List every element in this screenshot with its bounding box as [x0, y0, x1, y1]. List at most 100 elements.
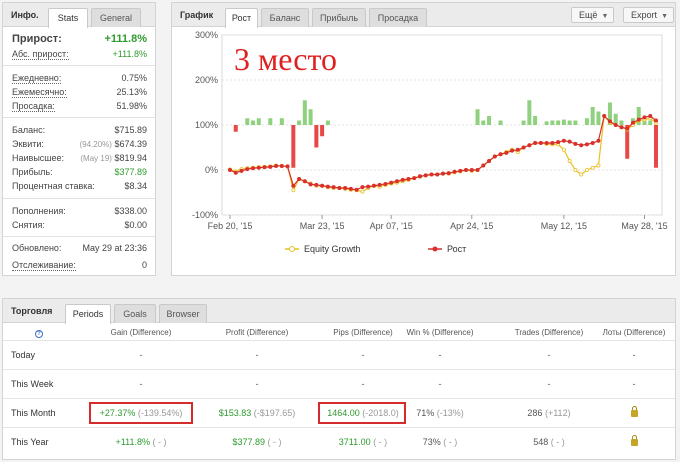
chart-grid [221, 34, 663, 216]
profit-value: $153.83 [218, 408, 252, 418]
growth-bar [302, 100, 307, 125]
tab-stats[interactable]: Stats [48, 8, 88, 28]
growth-point [285, 164, 290, 169]
growth-bar [590, 107, 595, 125]
interest-label: Процентная ставка: [12, 181, 95, 191]
help-icon[interactable]: ? [35, 330, 43, 338]
growth-point [527, 143, 532, 148]
lock-icon[interactable] [630, 435, 638, 446]
col-profit[interactable]: Profit (Difference) [225, 328, 289, 337]
col-win[interactable]: Win % (Difference) [406, 328, 474, 337]
abs-gain-label[interactable]: Абс. прирост: [12, 49, 69, 60]
chevron-down-icon: ▼ [661, 13, 669, 20]
profit-label: Прибыль: [12, 167, 53, 177]
gain-value: - [139, 379, 143, 389]
growth-point [251, 166, 256, 171]
growth-point [607, 119, 612, 124]
withdrawals-label: Снятия: [12, 220, 45, 230]
growth-point [274, 163, 279, 168]
updated-label: Обновлено: [12, 243, 62, 253]
trades-value: - [547, 379, 551, 389]
profit-cell: $377.89 ( - ) [207, 437, 307, 447]
tab-profit[interactable]: Прибыль [312, 8, 366, 27]
growth-point [366, 184, 371, 189]
tab-general[interactable]: General [91, 8, 141, 27]
daily-label[interactable]: Ежедневно: [12, 73, 62, 84]
growth-bar [648, 120, 653, 125]
trades-cell: - [499, 350, 599, 360]
trades-cell: - [499, 379, 599, 389]
y-tick-label: 200% [195, 75, 218, 85]
growth-point [314, 182, 319, 187]
growth-point [602, 114, 607, 119]
growth-point [469, 167, 474, 172]
growth-bar [544, 121, 549, 125]
drawdown-label[interactable]: Просадка: [12, 101, 55, 112]
growth-point [268, 164, 273, 169]
growth-bar [487, 116, 492, 125]
period-row-today: Today - - - - - - [3, 340, 675, 369]
pips-cell: - [313, 379, 413, 389]
tab-growth[interactable]: Рост [225, 8, 258, 28]
monthly-label[interactable]: Ежемесячно: [12, 87, 67, 98]
equity-growth-point [596, 163, 601, 168]
balance-label: Баланс: [12, 125, 46, 135]
growth-point [406, 176, 411, 181]
growth-point [573, 141, 578, 146]
gain-row: Прирост: +111.8% [12, 33, 147, 47]
growth-point [630, 120, 635, 125]
tab-goals[interactable]: Goals [114, 304, 156, 323]
growth-point [429, 172, 434, 177]
legend-equity[interactable]: Equity Growth [285, 244, 361, 254]
gain-cell: +27.37% (-139.54%) [91, 408, 191, 418]
highest-date: (May 19) [80, 154, 112, 163]
legend-equity-label: Equity Growth [304, 244, 361, 254]
export-dropdown[interactable]: Export ▼ [623, 7, 675, 23]
equity-growth-point [584, 167, 589, 172]
gain-value: +111.8% [115, 437, 150, 447]
profit-cell: $153.83 (-$197.65) [207, 408, 307, 418]
deposits-label: Пополнения: [12, 206, 66, 216]
chart-panel: График Рост Баланс Прибыль Просадка Ещё ▼… [171, 2, 676, 276]
growth-point [653, 118, 658, 123]
growth-chart[interactable]: 300% 200% 100% 0% -100% Feb 20, '15 Mar 23, '… [172, 27, 675, 275]
col-lots[interactable]: Лоты (Difference) [602, 328, 666, 337]
growth-bar [625, 125, 630, 159]
tab-drawdown[interactable]: Просадка [369, 8, 427, 27]
tab-balance[interactable]: Баланс [261, 8, 309, 27]
legend-growth[interactable]: Рост [428, 244, 466, 254]
daily-row: Ежедневно: 0.75% [12, 73, 147, 85]
growth-point [561, 138, 566, 143]
abs-gain-row: Абс. прирост: +111.8% [12, 49, 147, 61]
lock-icon[interactable] [630, 406, 638, 417]
legend-equity-marker [289, 246, 295, 252]
tab-periods[interactable]: Periods [65, 304, 111, 324]
growth-point [233, 170, 238, 175]
equity-growth-point [291, 188, 296, 193]
row-label: This Year [11, 437, 49, 447]
col-gain[interactable]: Gain (Difference) [110, 328, 172, 337]
lots-cell [589, 435, 679, 447]
growth-bar [573, 120, 578, 125]
win-cell: 73% ( - ) [395, 437, 485, 447]
growth-point [435, 172, 440, 177]
lots-cell: - [589, 350, 679, 360]
tracking-label[interactable]: Отслеживание: [12, 260, 76, 271]
gain-diff: ( - ) [152, 437, 167, 447]
pips-diff: (-2018.0) [362, 408, 399, 418]
growth-bar [642, 120, 647, 125]
more-dropdown[interactable]: Ещё ▼ [571, 7, 615, 23]
growth-bar [279, 118, 284, 125]
pips-diff: ( - ) [373, 437, 388, 447]
profit-value: $377.89 [232, 437, 266, 447]
more-label: Ещё [579, 10, 598, 20]
y-axis-ticks: 300% 200% 100% 0% -100% [192, 30, 218, 220]
growth-bar [320, 125, 325, 137]
growth-bar [314, 125, 319, 148]
equity-value: $674.39 [114, 139, 147, 149]
pips-highlight [318, 402, 406, 424]
col-pips[interactable]: Pips (Difference) [333, 328, 393, 337]
col-trades[interactable]: Trades (Difference) [514, 328, 584, 337]
tab-browser[interactable]: Browser [159, 304, 207, 323]
gain-cell: +111.8% ( - ) [91, 437, 191, 447]
